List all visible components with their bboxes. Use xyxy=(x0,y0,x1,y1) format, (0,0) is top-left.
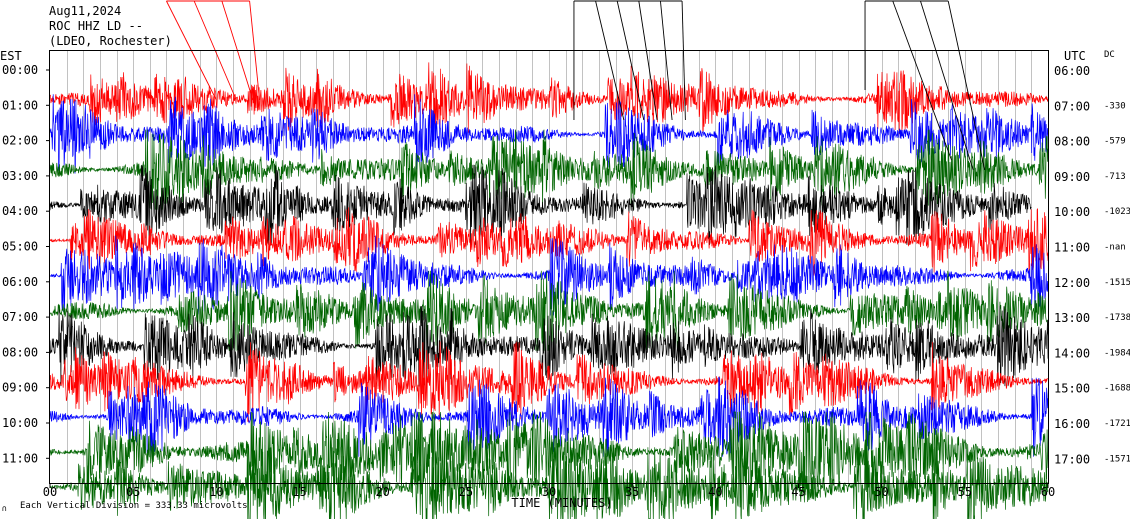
trace-group xyxy=(49,62,1049,519)
scale-note: Each Vertical Division = 333.33 microvol… xyxy=(20,501,248,511)
est-hour-label: 10:00 xyxy=(2,416,38,430)
dc-offset-value: -1984 xyxy=(1104,348,1130,358)
dc-column-title: DC xyxy=(1104,50,1115,60)
trace-hour-0500 xyxy=(49,235,1049,316)
dc-offset-value: -1023 xyxy=(1104,207,1130,217)
marker-line xyxy=(616,0,645,121)
utc-hour-label: 13:00 xyxy=(1054,311,1090,325)
trace-hour-0100 xyxy=(49,94,1049,174)
trace-hour-0600 xyxy=(49,270,1049,351)
dc-offset-value: -1721 xyxy=(1104,419,1130,429)
x-tick-label: 25 xyxy=(459,485,473,499)
est-hour-label: 02:00 xyxy=(2,134,38,148)
utc-hour-label: 06:00 xyxy=(1054,64,1090,78)
trace-hour-0700 xyxy=(49,306,1049,387)
station-label: ROC HHZ LD -- xyxy=(49,19,143,33)
marker-line xyxy=(659,0,673,121)
utc-hour-label: 16:00 xyxy=(1054,417,1090,431)
dc-offset-value: -713 xyxy=(1104,172,1126,182)
x-tick-label: 10 xyxy=(209,485,223,499)
marker-line xyxy=(681,0,686,121)
dc-offset-value: -1515 xyxy=(1104,278,1130,288)
utc-axis-title: UTC xyxy=(1064,49,1086,63)
x-tick-label: 05 xyxy=(126,485,140,499)
x-tick-label: 20 xyxy=(375,485,389,499)
x-tick-label: 40 xyxy=(708,485,722,499)
date-label: Aug11,2024 xyxy=(49,4,121,18)
est-hour-label: 03:00 xyxy=(2,169,38,183)
corner-mark: ∩ xyxy=(2,504,7,513)
utc-hour-label: 15:00 xyxy=(1054,382,1090,396)
est-hour-label: 04:00 xyxy=(2,204,38,218)
marker-line xyxy=(892,0,952,161)
trace-hour-0300 xyxy=(49,164,1032,245)
dc-offset-value: -579 xyxy=(1104,137,1126,147)
utc-hour-label: 12:00 xyxy=(1054,276,1090,290)
utc-hour-label: 14:00 xyxy=(1054,346,1090,360)
minute-ticks: 00 05 10 15 20 25 30 35 40 45 50 55 60 xyxy=(43,483,1055,499)
trace-hour-0200 xyxy=(49,129,1049,210)
utc-hour-label: 17:00 xyxy=(1054,452,1090,466)
marker-line xyxy=(920,0,974,171)
x-axis-title: TIME (MINUTES) xyxy=(511,496,612,510)
marker-line xyxy=(595,0,625,121)
x-tick-label: 15 xyxy=(292,485,306,499)
trace-hour-0400 xyxy=(49,207,1049,277)
network-label: (LDEO, Rochester) xyxy=(49,34,172,48)
utc-hour-label: 08:00 xyxy=(1054,135,1090,149)
est-hour-label: 09:00 xyxy=(2,381,38,395)
x-tick-label: 60 xyxy=(1041,485,1055,499)
trace-hour-0900 xyxy=(49,376,1049,457)
dc-offset-value: -nan xyxy=(1104,243,1126,253)
marker-line xyxy=(638,0,658,121)
dc-offset-value: -1571 xyxy=(1104,454,1130,464)
dc-offset-value: -330 xyxy=(1104,101,1126,111)
est-hour-label: 11:00 xyxy=(2,451,38,465)
trace-hour-0000 xyxy=(49,62,1049,135)
dc-offset-value: -1688 xyxy=(1104,384,1130,394)
est-hour-label: 06:00 xyxy=(2,275,38,289)
est-axis-title: EST xyxy=(0,49,22,63)
x-tick-label: 30 xyxy=(542,485,556,499)
trace-hour-0800 xyxy=(49,341,1049,422)
utc-hour-label: 10:00 xyxy=(1054,205,1090,219)
utc-hour-label: 09:00 xyxy=(1054,170,1090,184)
est-hour-label: 00:00 xyxy=(2,63,38,77)
est-hour-label: 01:00 xyxy=(2,98,38,112)
dc-offset-value: -1738 xyxy=(1104,313,1130,323)
x-tick-label: 45 xyxy=(791,485,805,499)
utc-hour-label: 11:00 xyxy=(1054,241,1090,255)
x-tick-label: 35 xyxy=(625,485,639,499)
x-tick-label: 50 xyxy=(874,485,888,499)
utc-hour-label: 07:00 xyxy=(1054,99,1090,113)
est-hour-label: 07:00 xyxy=(2,310,38,324)
marker-line xyxy=(947,0,986,171)
est-hour-label: 05:00 xyxy=(2,240,38,254)
x-tick-label: 55 xyxy=(958,485,972,499)
x-tick-label: 00 xyxy=(43,485,57,499)
hour-labels: 00:00 06:00 01:00 07:00 -330 02:00 08:00 -579 03… xyxy=(2,63,1130,466)
est-hour-label: 08:00 xyxy=(2,345,38,359)
